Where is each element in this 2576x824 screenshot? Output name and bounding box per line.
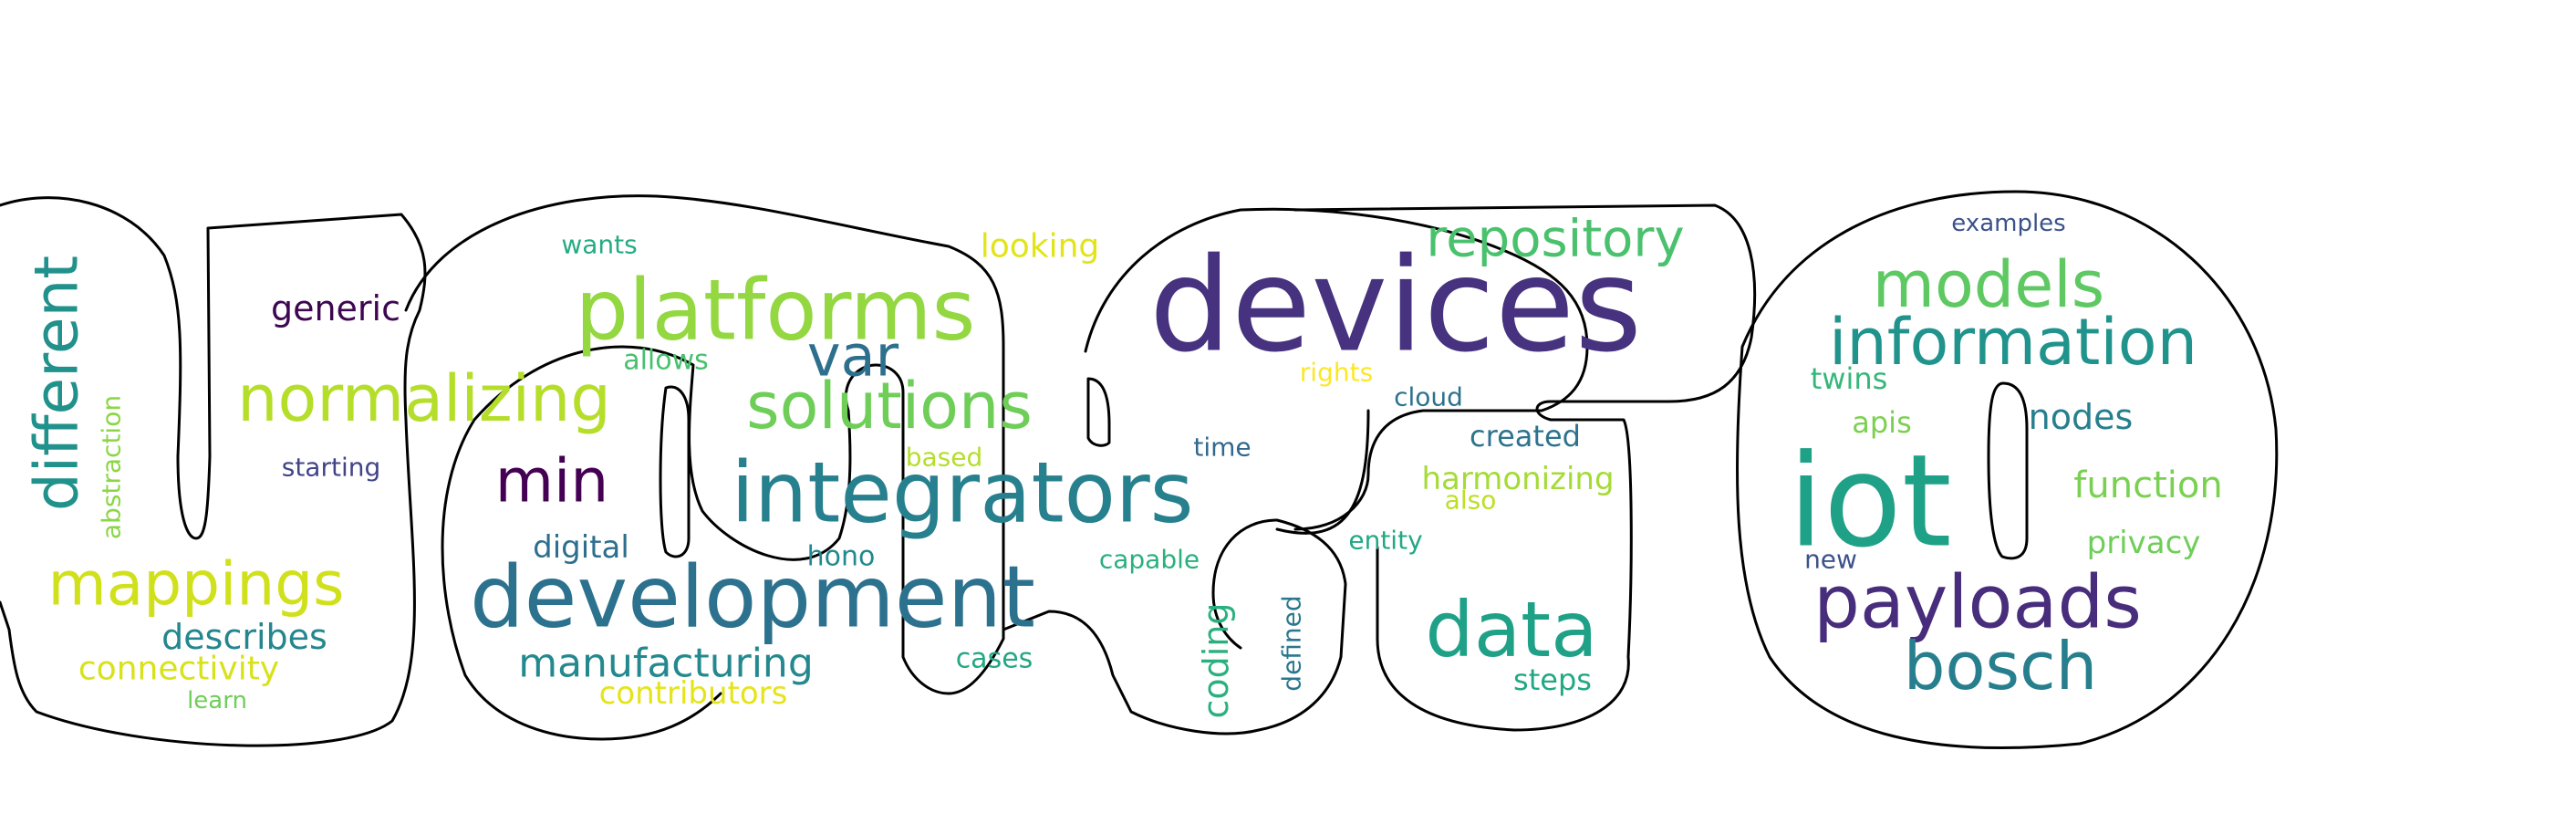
word-iot: iot xyxy=(1788,428,1951,577)
word-hono: hono xyxy=(807,541,876,573)
word-cases: cases xyxy=(956,643,1034,675)
word-cloud: cloud xyxy=(1394,382,1463,412)
word-learn: learn xyxy=(187,687,247,714)
word-generic: generic xyxy=(271,288,400,329)
word-also: also xyxy=(1445,485,1497,516)
word-nodes: nodes xyxy=(2029,397,2134,437)
word-manufacturing: manufacturing xyxy=(518,641,814,687)
word-entity: entity xyxy=(1348,526,1422,556)
word-min: min xyxy=(495,446,608,516)
word-capable: capable xyxy=(1099,545,1200,575)
word-apis: apis xyxy=(1852,405,1911,440)
word-based: based xyxy=(906,443,983,473)
word-rights: rights xyxy=(1300,358,1373,388)
word-var: var xyxy=(807,323,899,390)
word-devices: devices xyxy=(1149,231,1642,381)
word-defined: defined xyxy=(1277,595,1307,691)
word-repository: repository xyxy=(1426,210,1684,269)
word-different: different xyxy=(22,256,92,511)
word-describes: describes xyxy=(161,617,327,657)
word-information: information xyxy=(1829,305,2197,380)
word-privacy: privacy xyxy=(2087,525,2201,561)
word-payloads: payloads xyxy=(1813,560,2142,645)
word-looking: looking xyxy=(981,228,1100,266)
word-twins: twins xyxy=(1811,361,1888,396)
word-solutions: solutions xyxy=(746,369,1033,443)
word-starting: starting xyxy=(282,453,381,483)
word-abstraction: abstraction xyxy=(97,395,127,539)
word-time: time xyxy=(1193,433,1251,463)
words-group: devices iot development integrators plat… xyxy=(22,210,2223,719)
word-coding: coding xyxy=(1196,602,1236,718)
word-allows: allows xyxy=(623,345,709,377)
word-connectivity: connectivity xyxy=(78,651,279,688)
word-examples: examples xyxy=(1951,210,2065,237)
word-contributors: contributors xyxy=(599,675,788,712)
logo-outline xyxy=(0,190,2279,750)
word-bosch: bosch xyxy=(1904,628,2097,704)
word-steps: steps xyxy=(1513,662,1592,697)
word-wants: wants xyxy=(561,230,637,260)
word-harmonizing: harmonizing xyxy=(1421,461,1614,497)
word-development: development xyxy=(470,548,1035,648)
word-function: function xyxy=(2073,464,2222,506)
word-new: new xyxy=(1804,545,1857,575)
word-integrators: integrators xyxy=(731,444,1193,542)
word-platforms: platforms xyxy=(576,262,976,360)
word-mappings: mappings xyxy=(48,549,345,620)
word-normalizing: normalizing xyxy=(237,361,611,436)
word-digital: digital xyxy=(533,529,629,566)
word-data: data xyxy=(1425,585,1597,674)
word-models: models xyxy=(1873,247,2104,322)
word-created: created xyxy=(1470,419,1581,454)
